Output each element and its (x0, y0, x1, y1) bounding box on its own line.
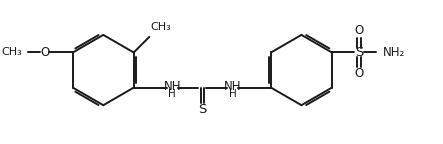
Text: O: O (354, 24, 364, 37)
Text: S: S (198, 103, 206, 116)
Text: O: O (40, 46, 49, 59)
Text: CH₃: CH₃ (1, 48, 22, 57)
Text: O: O (354, 67, 364, 80)
Text: NH₂: NH₂ (383, 46, 405, 59)
Text: H: H (229, 89, 237, 100)
Text: S: S (355, 46, 363, 59)
Text: NH: NH (163, 80, 181, 93)
Text: CH₃: CH₃ (150, 22, 171, 32)
Text: NH: NH (224, 80, 241, 93)
Text: H: H (168, 89, 176, 100)
